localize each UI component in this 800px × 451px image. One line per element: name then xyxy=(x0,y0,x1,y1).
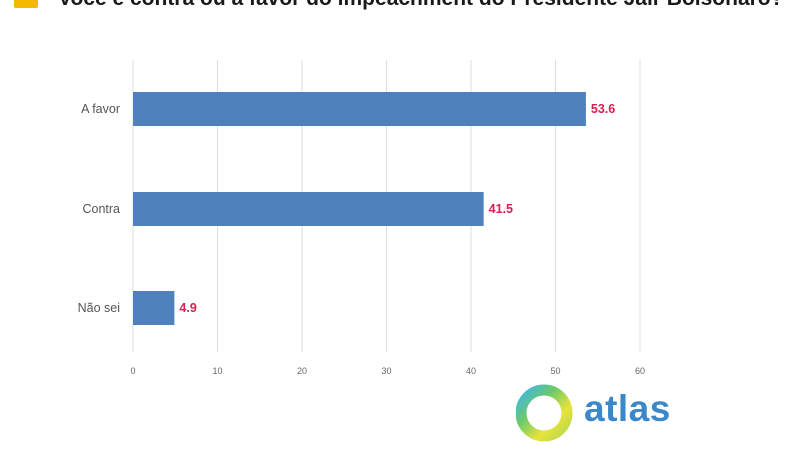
atlas-logo: atlas xyxy=(515,384,670,446)
x-tick-label: 20 xyxy=(297,366,307,376)
x-tick-label: 10 xyxy=(212,366,222,376)
x-tick-label: 50 xyxy=(550,366,560,376)
title-marker xyxy=(14,0,38,8)
category-label: Contra xyxy=(82,202,120,216)
x-tick-label: 60 xyxy=(635,366,645,376)
x-tick-label: 40 xyxy=(466,366,476,376)
value-label: 4.9 xyxy=(179,301,196,315)
atlas-logo-text: atlas xyxy=(584,388,671,429)
page-title: Você é contra ou a favor do impeachment … xyxy=(58,0,783,11)
x-tick-label: 30 xyxy=(381,366,391,376)
value-label: 41.5 xyxy=(489,202,513,216)
category-label: Não sei xyxy=(78,301,120,315)
bar xyxy=(133,291,175,325)
category-label: A favor xyxy=(81,102,120,116)
x-tick-label: 0 xyxy=(130,366,135,376)
value-label: 53.6 xyxy=(591,102,615,116)
bar xyxy=(133,92,586,126)
atlas-logo-icon xyxy=(515,384,573,442)
bar xyxy=(133,192,484,226)
